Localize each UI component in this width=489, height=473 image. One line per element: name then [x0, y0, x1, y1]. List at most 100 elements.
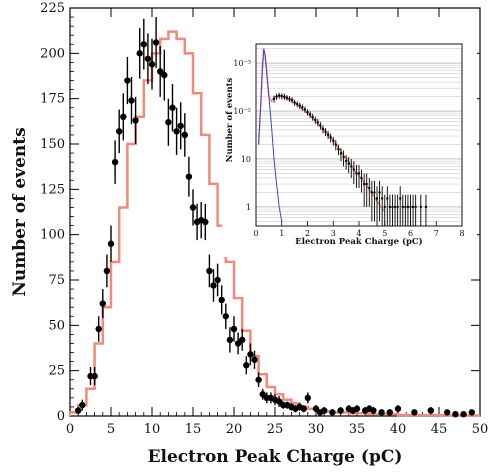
data-point: [452, 410, 459, 418]
inset-data-point: [314, 118, 317, 122]
data-point: [165, 119, 172, 126]
inset-x-tick-label: 2: [305, 229, 310, 238]
data-point: [353, 405, 361, 412]
data-point: [132, 117, 139, 124]
data-point: [107, 240, 115, 247]
inset-x-tick-label: 7: [434, 229, 439, 238]
x-tick-label: 30: [308, 422, 325, 437]
inset-data-point: [388, 205, 392, 209]
data-point: [185, 173, 193, 180]
data-point: [181, 131, 188, 139]
inset-panel: 0 1 2 3 4 5 6 7 8 1 10 10⁻² 10⁻³ Electron Peak Char…: [222, 32, 477, 257]
x-tick-label: 45: [431, 422, 448, 437]
inset-data-point: [306, 110, 309, 114]
y-tick-label: 75: [48, 273, 65, 288]
inset-data-point: [419, 205, 422, 209]
inset-data-point: [283, 95, 286, 98]
data-point: [370, 407, 377, 414]
inset-x-tick-label: 8: [459, 229, 464, 238]
data-point: [103, 267, 111, 275]
inset-data-point: [391, 205, 394, 209]
inset-data-point: [342, 155, 345, 159]
x-tick-label: 10: [144, 422, 161, 437]
data-point: [312, 405, 320, 412]
inset-data-point: [357, 172, 361, 175]
inset-data-point: [365, 182, 368, 186]
x-tick-label: 25: [267, 422, 284, 437]
inset-data-point: [296, 102, 299, 106]
inset-data-point: [339, 152, 343, 155]
inset-data-point: [303, 108, 307, 111]
inset-background-line: [258, 48, 283, 222]
data-point: [218, 296, 225, 304]
data-point: [210, 282, 217, 289]
x-axis-title: Electron Peak Charge (pC): [148, 447, 403, 467]
inset-data-point: [277, 94, 281, 97]
data-point: [468, 409, 475, 416]
inset-data-point: [332, 139, 335, 142]
inset-data-point: [293, 101, 296, 104]
data-point: [95, 325, 102, 333]
inset-x-axis-title: Electron Peak Charge (pC): [295, 236, 422, 247]
inset-x-tick-label: 1: [279, 229, 284, 238]
main-x-tick-labels: 0 5 10 15 20 25 30 35 40 45 50: [66, 422, 488, 437]
data-point: [169, 104, 176, 111]
data-point: [427, 407, 434, 414]
y-tick-label: 125: [40, 182, 65, 197]
data-point: [226, 336, 234, 344]
data-point: [144, 55, 152, 62]
inset-data-point: [399, 197, 402, 200]
data-point: [79, 401, 86, 409]
inset-plot-frame: [255, 43, 463, 227]
inset-y-tick-labels: 1 10 10⁻² 10⁻³: [233, 59, 251, 212]
inset-y-tick-label: 10⁻²: [233, 107, 251, 116]
inset-x-tick-label: 5: [382, 229, 387, 238]
y-tick-label: 0: [57, 409, 65, 424]
data-point: [124, 77, 131, 84]
inset-x-tick-label: 3: [331, 229, 336, 238]
data-point: [148, 61, 156, 68]
data-point: [91, 372, 98, 380]
data-point: [120, 113, 127, 121]
data-point: [321, 407, 328, 414]
data-point: [140, 41, 147, 48]
data-point: [157, 68, 164, 75]
inset-data-point: [290, 98, 294, 102]
inset-y-tick-label: 1: [246, 203, 251, 212]
inset-data-point: [378, 191, 381, 194]
data-points: [75, 17, 475, 418]
inset-data-point: [329, 136, 332, 139]
inset-data-point: [347, 162, 350, 165]
data-point: [189, 204, 197, 211]
inset-data-point: [316, 121, 319, 124]
inset-data-point: [272, 97, 276, 100]
data-point: [337, 407, 344, 414]
inset-data-point: [280, 94, 283, 98]
inset-data-point: [319, 124, 322, 127]
data-point: [460, 410, 467, 418]
inset-data-point: [396, 205, 399, 209]
x-tick-label: 0: [66, 422, 74, 437]
data-point: [275, 398, 283, 405]
inset-data-point: [355, 172, 358, 175]
inset-data-point: [337, 147, 340, 151]
data-point: [99, 300, 107, 307]
y-tick-label: 150: [40, 137, 65, 152]
inset-data-point: [352, 168, 356, 171]
data-point: [255, 376, 262, 383]
inset-data-point: [401, 205, 404, 209]
inset-data-point: [411, 205, 415, 209]
inset-data-point: [334, 143, 338, 146]
data-point: [75, 407, 82, 414]
inset-data-point: [380, 197, 384, 200]
inset-data-point: [375, 197, 379, 200]
inset-data-point: [409, 205, 412, 209]
data-point: [206, 267, 213, 275]
inset-data-point: [311, 115, 314, 119]
data-point: [136, 50, 143, 57]
inset-x-tick-labels: 0 1 2 3 4 5 6 7 8: [253, 229, 464, 238]
y-axis-title: Number of events: [10, 127, 30, 296]
data-point: [222, 313, 229, 320]
data-point: [247, 351, 254, 358]
